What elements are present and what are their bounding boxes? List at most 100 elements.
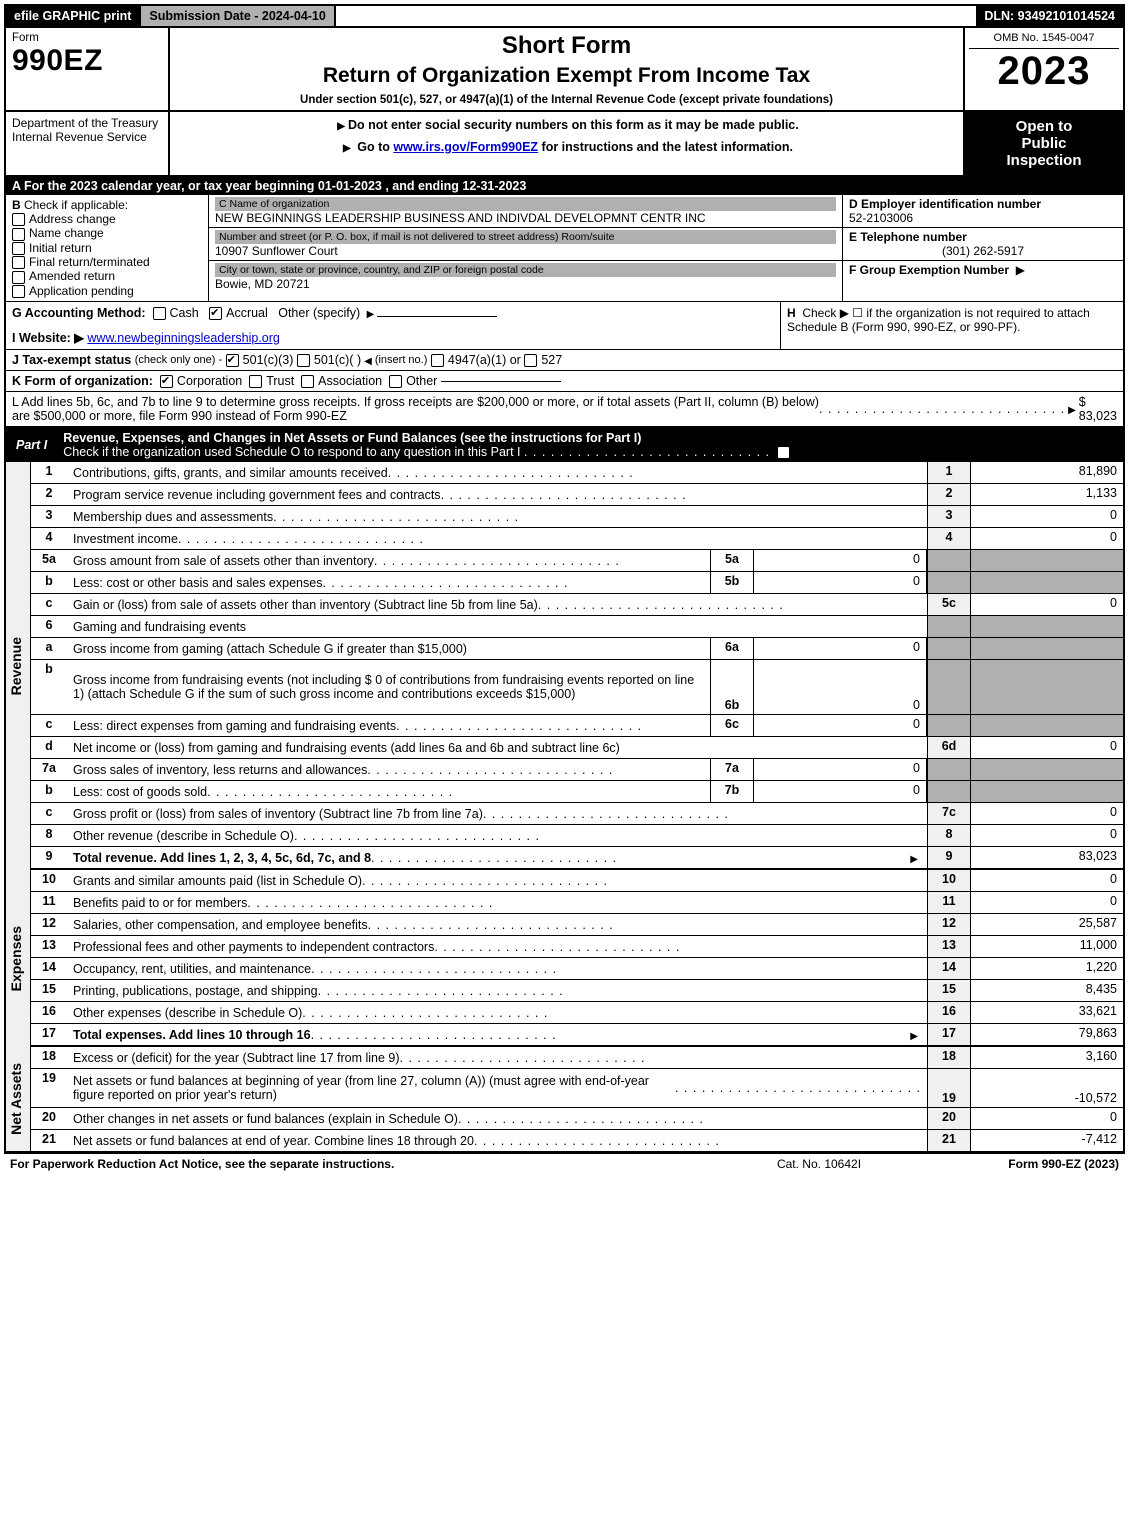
row-7a-rn (927, 759, 970, 780)
irs-link[interactable]: www.irs.gov/Form990EZ (393, 140, 538, 154)
row-7c-num: c (31, 803, 67, 824)
goto-pre: Go to (357, 140, 393, 154)
h-text: Check ▶ ☐ if the organization is not req… (787, 306, 1090, 334)
chk-initial[interactable] (12, 242, 25, 255)
chk-527[interactable] (524, 354, 537, 367)
row-5a-num: 5a (31, 550, 67, 571)
row-16-rn: 16 (927, 1002, 970, 1023)
row-20-num: 20 (31, 1108, 67, 1129)
chk-accrual[interactable] (209, 307, 222, 320)
l-value: $ 83,023 (1079, 395, 1117, 423)
row-9-val: 83,023 (970, 847, 1123, 868)
website-link[interactable]: www.newbeginningsleadership.org (87, 331, 279, 345)
chk-final[interactable] (12, 256, 25, 269)
efile-link[interactable]: efile GRAPHIC print (6, 6, 141, 26)
chk-trust[interactable] (249, 375, 262, 388)
chk-corp[interactable] (160, 375, 173, 388)
row-12-rn: 12 (927, 914, 970, 935)
row-13-val: 11,000 (970, 936, 1123, 957)
chk-address[interactable] (12, 213, 25, 226)
row-6b-sv: 0 (754, 660, 927, 714)
chk-501c[interactable] (297, 354, 310, 367)
row-6-val (970, 616, 1123, 637)
row-4-num: 4 (31, 528, 67, 549)
form-word: Form (12, 32, 162, 44)
chk-name[interactable] (12, 228, 25, 241)
row-6-num: 6 (31, 616, 67, 637)
row-6a-desc: Gross income from gaming (attach Schedul… (73, 642, 467, 656)
footer-right: Form 990-EZ (2023) (919, 1157, 1119, 1171)
public: Public (969, 135, 1119, 152)
row-6a-num: a (31, 638, 67, 659)
j-row: J Tax-exempt status (check only one) - 5… (4, 350, 1125, 371)
row-10-val: 0 (970, 870, 1123, 891)
inspection: Inspection (969, 152, 1119, 169)
part-i-sub: Check if the organization used Schedule … (63, 445, 520, 459)
row-12-val: 25,587 (970, 914, 1123, 935)
g-other: Other (specify) (278, 306, 360, 320)
dept-treasury: Department of the Treasury (12, 116, 162, 130)
g-other-input[interactable] (377, 316, 497, 317)
chk-cash[interactable] (153, 307, 166, 320)
chk-amended[interactable] (12, 271, 25, 284)
k-assoc: Association (318, 374, 382, 388)
row-14-rn: 14 (927, 958, 970, 979)
goto-post: for instructions and the latest informat… (538, 140, 793, 154)
row-10-desc: Grants and similar amounts paid (list in… (73, 874, 362, 888)
row-5a-sn: 5a (710, 550, 754, 571)
row-11-val: 0 (970, 892, 1123, 913)
short-form-title: Short Form (176, 32, 957, 60)
chk-4947[interactable] (431, 354, 444, 367)
row-5b-num: b (31, 572, 67, 593)
row-10-rn: 10 (927, 870, 970, 891)
chk-assoc[interactable] (301, 375, 314, 388)
row-14-val: 1,220 (970, 958, 1123, 979)
row-18-rn: 18 (927, 1047, 970, 1068)
j-4947: 4947(a)(1) or (448, 353, 521, 367)
row-1-rn: 1 (927, 462, 970, 483)
row-1-desc: Contributions, gifts, grants, and simila… (73, 466, 388, 480)
row-7a-desc: Gross sales of inventory, less returns a… (73, 763, 367, 777)
org-street: 10907 Sunflower Court (215, 244, 338, 258)
row-6-rn (927, 616, 970, 637)
row-17-desc: Total expenses. Add lines 10 through 16 (73, 1028, 311, 1042)
row-5b-sv: 0 (754, 572, 927, 593)
row-6a-rn (927, 638, 970, 659)
page-footer: For Paperwork Reduction Act Notice, see … (4, 1153, 1125, 1174)
row-6b-num: b (31, 660, 67, 714)
row-3-rn: 3 (927, 506, 970, 527)
revenue-sidebar: Revenue (6, 462, 31, 870)
l-row: L Add lines 5b, 6c, and 7b to line 9 to … (4, 392, 1125, 428)
row-16-val: 33,621 (970, 1002, 1123, 1023)
chk-other-org[interactable] (389, 375, 402, 388)
row-20-desc: Other changes in net assets or fund bala… (73, 1112, 458, 1126)
chk-501c3[interactable] (226, 354, 239, 367)
netassets-label: Net Assets (6, 1059, 30, 1139)
b-amend: Amended return (29, 269, 115, 283)
row-5c-num: c (31, 594, 67, 615)
row-14-desc: Occupancy, rent, utilities, and maintena… (73, 962, 311, 976)
k-trust: Trust (266, 374, 294, 388)
row-14-num: 14 (31, 958, 67, 979)
org-name: NEW BEGINNINGS LEADERSHIP BUSINESS AND I… (215, 211, 706, 225)
row-19-num: 19 (31, 1069, 67, 1107)
row-7b-rn (927, 781, 970, 802)
j-label: J Tax-exempt status (12, 353, 131, 367)
row-19-val: -10,572 (970, 1069, 1123, 1107)
row-6c-val (970, 715, 1123, 736)
row-6a-sn: 6a (710, 638, 754, 659)
chk-pending[interactable] (12, 285, 25, 298)
d-label: D Employer identification number (849, 197, 1041, 211)
row-6-desc: Gaming and fundraising events (73, 620, 246, 634)
k-other-input[interactable] (441, 381, 561, 382)
row-15-num: 15 (31, 980, 67, 1001)
part-i-header: Part I Revenue, Expenses, and Changes in… (4, 428, 1125, 462)
row-5c-val: 0 (970, 594, 1123, 615)
row-6b-desc: Gross income from fundraising events (no… (73, 673, 704, 701)
row-3-val: 0 (970, 506, 1123, 527)
chk-schedule-o[interactable] (777, 446, 790, 459)
row-5a-rn (927, 550, 970, 571)
row-7b-sn: 7b (710, 781, 754, 802)
row-9-num: 9 (31, 847, 67, 868)
expenses-label: Expenses (6, 922, 30, 995)
